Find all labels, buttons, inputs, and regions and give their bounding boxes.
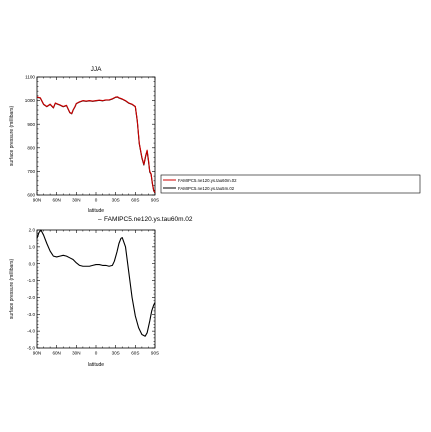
- bottom-y-axis-label: surface pressure (millibars): [9, 259, 15, 320]
- bottom-x-tick-label-2: 30N: [72, 351, 80, 356]
- top-x-axis-label: latitude: [88, 208, 104, 214]
- bottom-series: [36, 229, 156, 337]
- top-y-tick-label-2: 800: [27, 145, 35, 150]
- bottom-x-ticks: 90N 60N 30N 0 30S 60S 90S: [33, 230, 159, 356]
- top-y-tick-label-1: 700: [27, 169, 35, 174]
- bottom-y-tick-label-7: 2.0: [29, 228, 36, 233]
- top-x-tick-label-1: 60N: [52, 198, 60, 203]
- top-y-tick-label-5: 1100: [25, 75, 35, 80]
- bottom-y-tick-label-5: 0.0: [29, 261, 36, 266]
- bottom-x-tick-label-3: 0: [95, 351, 98, 356]
- top-series: [36, 96, 156, 194]
- top-x-ticks: 90N 60N 30N 0 30S 60S 90S: [33, 77, 159, 203]
- top-x-tick-label-4: 30S: [112, 198, 120, 203]
- top-x-tick-label-5: 60S: [131, 198, 139, 203]
- bottom-series-line-0: [36, 229, 156, 337]
- bottom-y-tick-label-1: -4.0: [27, 329, 35, 334]
- bottom-y-tick-label-2: -3.0: [27, 312, 35, 317]
- bottom-x-axis-label: latitude: [88, 362, 104, 368]
- legend-entry-0: FAMIPC5.ne120.ys.tau60m.02: [178, 178, 237, 183]
- top-y-tick-label-4: 1000: [25, 98, 36, 103]
- top-y-axis-label: surface pressure (millibars): [9, 106, 15, 167]
- bottom-y-tick-label-0: -5.0: [27, 346, 35, 351]
- legend-box: [160, 174, 421, 194]
- bottom-x-tick-label-5: 60S: [131, 351, 139, 356]
- top-series-line-1: [36, 96, 156, 194]
- top-chart-title: JJA: [91, 66, 103, 73]
- top-x-tick-label-6: 90S: [151, 198, 159, 203]
- top-x-tick-label-3: 0: [95, 198, 98, 203]
- legend-entry-1: FAMIPC5.ne120.ys.tau5m.02: [178, 186, 235, 191]
- bottom-y-tick-label-4: -1.0: [27, 278, 35, 283]
- bottom-x-tick-label-4: 30S: [112, 351, 120, 356]
- bottom-chart: – FAMIPC5.ne120.ys.tau60m.02 -5.0 -4.0 -3.…: [9, 216, 193, 368]
- bottom-x-tick-label-6: 90S: [151, 351, 159, 356]
- top-y-tick-label-0: 600: [27, 193, 35, 198]
- top-y-ticks: 600 700 800 900 1000 1100: [25, 75, 155, 198]
- bottom-plot-frame: [36, 229, 156, 349]
- top-x-tick-label-2: 30N: [72, 198, 80, 203]
- top-series-line-0: [36, 96, 156, 193]
- top-plot-frame: [36, 76, 156, 196]
- top-y-tick-label-3: 900: [27, 122, 35, 127]
- bottom-chart-title-marker: –: [98, 216, 102, 223]
- bottom-chart-title: FAMIPC5.ne120.ys.tau60m.02: [104, 216, 193, 223]
- legend: FAMIPC5.ne120.ys.tau60m.02 FAMIPC5.ne120…: [160, 174, 421, 194]
- bottom-x-tick-label-1: 60N: [52, 351, 60, 356]
- bottom-y-tick-label-6: 1.0: [29, 244, 36, 249]
- bottom-y-tick-label-3: -2.0: [27, 295, 35, 300]
- bottom-x-tick-label-0: 90N: [33, 351, 41, 356]
- top-x-tick-label-0: 90N: [33, 198, 41, 203]
- bottom-y-ticks: -5.0 -4.0 -3.0 -2.0 -1.0 0.0 1.0 2.0: [27, 228, 155, 351]
